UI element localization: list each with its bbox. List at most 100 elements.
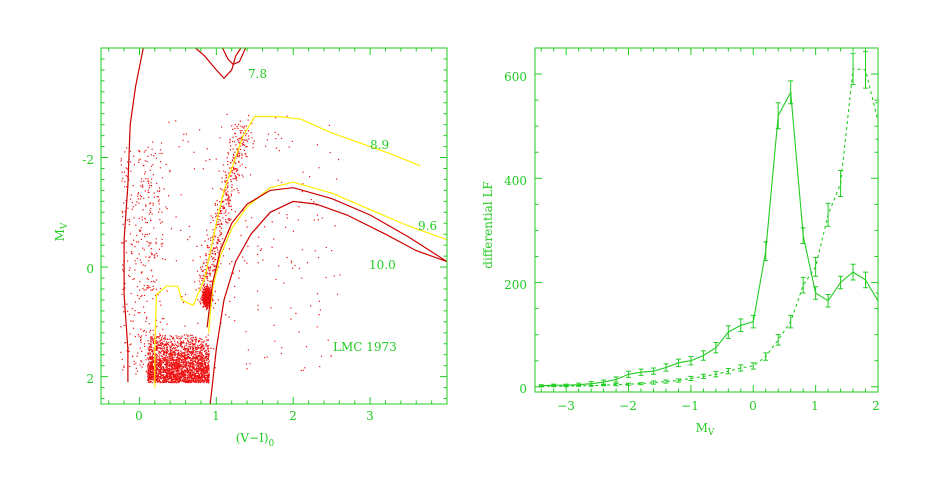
cmd-star-point xyxy=(168,372,170,374)
cmd-star-point xyxy=(150,289,152,291)
cmd-star-point xyxy=(159,351,161,353)
lf-errorbar xyxy=(750,314,756,329)
cmd-star-point xyxy=(159,375,162,378)
cmd-star-point xyxy=(194,338,196,341)
cmd-star-point xyxy=(167,349,169,352)
cmd-star-point xyxy=(158,187,161,189)
cmd-star-point xyxy=(174,350,176,352)
cmd-star-point xyxy=(191,376,193,379)
cmd-star-point xyxy=(170,378,172,380)
cmd-star-point xyxy=(125,175,127,177)
cmd-star-point xyxy=(176,378,178,380)
cmd-star-point xyxy=(170,228,172,230)
cmd-star-point xyxy=(177,365,179,367)
cmd-star-point xyxy=(168,353,170,355)
cmd-star-point xyxy=(127,310,129,312)
cmd-star-point xyxy=(134,246,136,248)
cmd-star-point xyxy=(160,378,163,380)
cmd-star-point xyxy=(160,368,163,370)
cmd-star-point xyxy=(186,366,188,368)
cmd-star-point xyxy=(222,164,224,166)
cmd-star-point xyxy=(201,361,203,363)
cmd-star-point xyxy=(148,367,150,369)
cmd-star-point xyxy=(225,314,227,316)
cmd-star-point xyxy=(170,347,172,349)
cmd-star-point xyxy=(238,160,240,162)
cmd-star-point xyxy=(170,371,172,373)
cmd-star-point xyxy=(153,227,155,229)
cmd-star-point xyxy=(183,347,185,349)
cmd-star-point xyxy=(202,299,204,301)
cmd-star-point xyxy=(189,363,191,365)
cmd-star-point xyxy=(203,368,205,370)
cmd-star-point xyxy=(165,359,167,361)
cmd-star-point xyxy=(151,362,153,364)
cmd-star-point xyxy=(159,321,161,323)
cmd-star-point xyxy=(140,295,142,298)
cmd-star-point xyxy=(167,378,169,380)
cmd-star-point xyxy=(224,193,226,195)
cmd-star-point xyxy=(220,232,222,234)
cmd-star-point xyxy=(164,347,166,349)
cmd-star-point xyxy=(161,350,163,352)
cmd-star-point xyxy=(150,207,152,210)
cmd-star-point xyxy=(129,333,131,335)
cmd-star-point xyxy=(196,351,198,353)
cmd-star-point xyxy=(163,352,165,354)
cmd-star-point xyxy=(130,320,132,322)
cmd-star-point xyxy=(169,360,171,362)
cmd-star-point xyxy=(159,372,161,375)
cmd-star-point xyxy=(198,352,200,354)
cmd-star-point xyxy=(198,358,200,360)
cmd-star-point xyxy=(220,227,222,229)
cmd-star-point xyxy=(173,344,175,347)
cmd-star-point xyxy=(163,354,166,356)
cmd-star-point xyxy=(140,181,142,183)
cmd-star-point xyxy=(193,380,195,382)
cmd-star-point xyxy=(124,282,126,284)
cmd-star-point xyxy=(187,362,189,364)
cmd-star-point xyxy=(160,374,163,376)
cmd-star-point xyxy=(252,143,254,145)
cmd-star-point xyxy=(156,349,158,351)
cmd-star-point xyxy=(138,241,140,243)
lf-series xyxy=(538,51,878,388)
cmd-star-point xyxy=(185,338,187,340)
cmd-star-point xyxy=(132,206,134,208)
cmd-star-point xyxy=(250,132,252,134)
cmd-star-point xyxy=(145,334,147,337)
cmd-star-point xyxy=(164,377,166,379)
cmd-star-point xyxy=(147,178,149,180)
cmd-star-point xyxy=(149,374,151,376)
cmd-star-point xyxy=(162,370,164,372)
cmd-star-point xyxy=(212,294,214,296)
cmd-star-point xyxy=(200,268,202,270)
cmd-star-point xyxy=(137,195,139,197)
cmd-star-point xyxy=(140,341,142,343)
cmd-star-point xyxy=(156,255,158,257)
cmd-star-point xyxy=(292,267,294,269)
cmd-star-point xyxy=(168,364,170,366)
cmd-star-point xyxy=(176,363,178,365)
cmd-star-point xyxy=(146,316,148,318)
cmd-star-point xyxy=(208,298,210,300)
cmd-star-point xyxy=(152,354,154,356)
cmd-star-point xyxy=(209,275,211,277)
cmd-star-point xyxy=(177,381,180,383)
cmd-star-point xyxy=(145,359,147,361)
cmd-star-point xyxy=(204,369,206,372)
cmd-star-point xyxy=(160,359,162,361)
cmd-star-point xyxy=(150,370,152,372)
cmd-star-point xyxy=(179,358,182,360)
cmd-star-point xyxy=(201,345,204,347)
cmd-star-point xyxy=(233,154,235,156)
cmd-star-point xyxy=(159,339,161,342)
cmd-star-point xyxy=(176,350,178,352)
cmd-star-point xyxy=(257,304,259,306)
cmd-star-point xyxy=(212,348,215,350)
cmd-star-point xyxy=(183,363,185,365)
cmd-star-point xyxy=(123,171,126,173)
cmd-star-point xyxy=(140,339,142,341)
cmd-star-point xyxy=(201,357,203,359)
cmd-xaxis-label-main: (V−I) xyxy=(236,431,269,445)
